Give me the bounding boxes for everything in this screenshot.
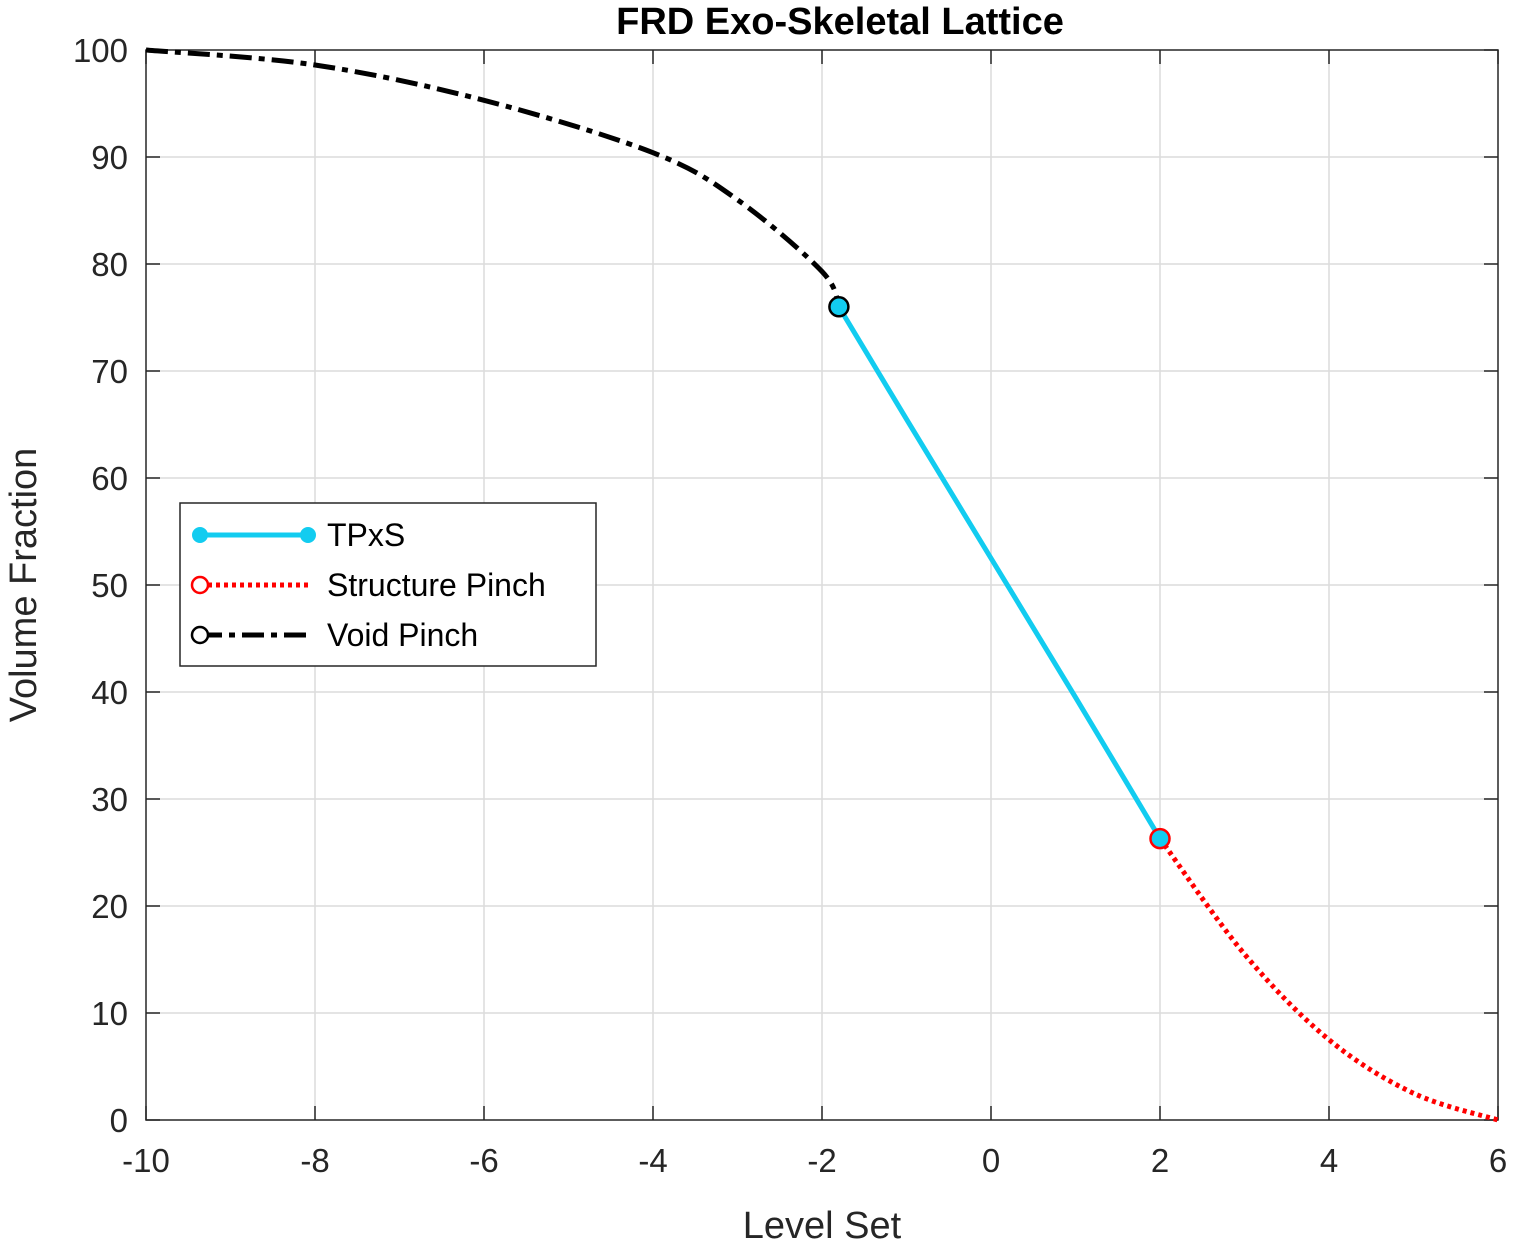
y-axis: 0 10 20 30 40 50 60 70 80 90 100 — [73, 32, 1498, 1139]
x-tick-label: 6 — [1489, 1142, 1507, 1179]
data-point-marker — [1149, 827, 1171, 850]
y-tick-label: 60 — [91, 460, 128, 497]
y-tick-label: 100 — [73, 32, 128, 69]
legend-entry: Structure Pinch — [190, 567, 546, 603]
series-line-structure-pinch — [1157, 837, 1499, 1123]
legend-marker — [192, 527, 208, 543]
y-tick-label: 70 — [91, 353, 128, 390]
y-tick-label: 50 — [91, 567, 128, 604]
data-point-marker — [828, 296, 850, 318]
x-tick-label: -10 — [122, 1142, 170, 1179]
x-tick-label: 2 — [1151, 1142, 1169, 1179]
x-tick-label: -8 — [300, 1142, 329, 1179]
legend: TPxS Structure Pinch Void Pinch — [179, 502, 597, 667]
x-axis-label: Level Set — [743, 1205, 902, 1244]
x-tick-label: 4 — [1320, 1142, 1338, 1179]
y-tick-label: 90 — [91, 139, 128, 176]
series-layer — [145, 47, 1499, 1123]
y-axis-label: Volume Fraction — [3, 448, 45, 723]
y-tick-label: 40 — [91, 674, 128, 711]
legend-marker — [190, 625, 210, 645]
legend-entry: Void Pinch — [190, 617, 478, 653]
x-tick-label: -4 — [638, 1142, 667, 1179]
x-tick-label: 0 — [982, 1142, 1000, 1179]
chart-title: FRD Exo-Skeletal Lattice — [616, 1, 1064, 43]
y-tick-label: 0 — [110, 1102, 128, 1139]
legend-marker — [190, 575, 210, 595]
x-axis: -10 -8 -6 -4 -2 0 2 4 6 — [122, 50, 1507, 1179]
y-tick-label: 20 — [91, 888, 128, 925]
series-line-tpxs — [836, 305, 1163, 840]
legend-label: Structure Pinch — [327, 567, 546, 603]
marker-layer — [828, 296, 1171, 850]
y-tick-label: 80 — [91, 246, 128, 283]
legend-label: Void Pinch — [327, 617, 478, 653]
y-tick-label: 30 — [91, 781, 128, 818]
legend-marker — [300, 527, 316, 543]
x-tick-label: -6 — [469, 1142, 498, 1179]
legend-entry: TPxS — [192, 517, 405, 553]
y-tick-label: 10 — [91, 995, 128, 1032]
x-tick-label: -2 — [807, 1142, 836, 1179]
series-line-void-pinch — [145, 47, 842, 308]
legend-label: TPxS — [327, 517, 405, 553]
